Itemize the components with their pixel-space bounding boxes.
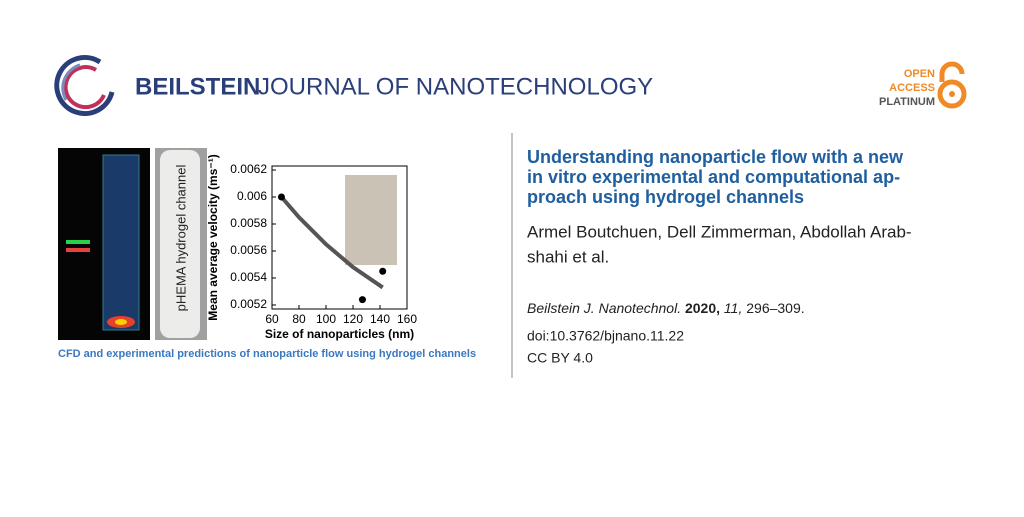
authors-line: shahi et al. [527,247,609,266]
badge-line: OPEN [904,68,935,80]
citation-journal: Beilstein J. Nanotechnol. [527,300,681,316]
lock-icon [937,61,967,109]
citation: Beilstein J. Nanotechnol. 2020, 11, 296–… [527,300,805,316]
title-line: proach using hydrogel channels [527,187,804,207]
journal-name: JOURNAL OF NANOTECHNOLOGY [258,73,653,100]
x-tick-label: 140 [370,312,390,326]
logo [54,55,115,116]
citation-year: 2020, [685,300,720,316]
x-tick-label: 80 [292,312,306,326]
side-label: pHEMA hydrogel channel [173,165,188,312]
fit-line [279,195,384,290]
x-tick-label: 100 [316,312,336,326]
x-tick-label: 160 [397,312,417,326]
y-tick-label: 0.0054 [230,270,267,284]
channel-image [155,148,207,340]
data-point [358,296,366,304]
title-line: in vitro experimental and computational … [527,167,900,187]
chart: 0.0052 0.0054 0.0056 0.0058 0.006 0.0062 60 80 1… [206,154,417,341]
x-tick-label: 120 [343,312,363,326]
plot-frame [271,165,408,310]
y-tick-label: 0.0056 [230,243,267,257]
x-tick-label: 60 [265,312,279,326]
x-axis-label: Size of nanoparticles (nm) [265,327,414,341]
inset-photo [345,175,397,265]
citation-pages: 296–309. [746,300,804,316]
y-tick-label: 0.006 [237,189,267,203]
caption: CFD and experimental predictions of nano… [58,348,476,360]
citation-volume: 11, [724,300,742,316]
simulation-image [58,148,150,340]
y-tick-label: 0.0058 [230,216,267,230]
brand: BEILSTEIN [135,73,260,100]
y-axis-label: Mean average velocity (ms⁻¹) [206,154,220,320]
y-tick-label: 0.0052 [230,297,267,311]
y-tick-label: 0.0062 [230,162,267,176]
doi: doi:10.3762/bjnano.11.22 [527,328,684,344]
title-line: Understanding nanoparticle flow with a n… [527,147,904,167]
data-point [277,193,285,201]
badge-line: ACCESS [889,82,935,94]
authors-line: Armel Boutchuen, Dell Zimmerman, Abdolla… [527,222,912,241]
article: Understanding nanoparticle flow with a n… [527,147,912,267]
license: CC BY 4.0 [527,350,593,366]
data-point [379,267,387,275]
badge-line: PLATINUM [879,96,935,108]
